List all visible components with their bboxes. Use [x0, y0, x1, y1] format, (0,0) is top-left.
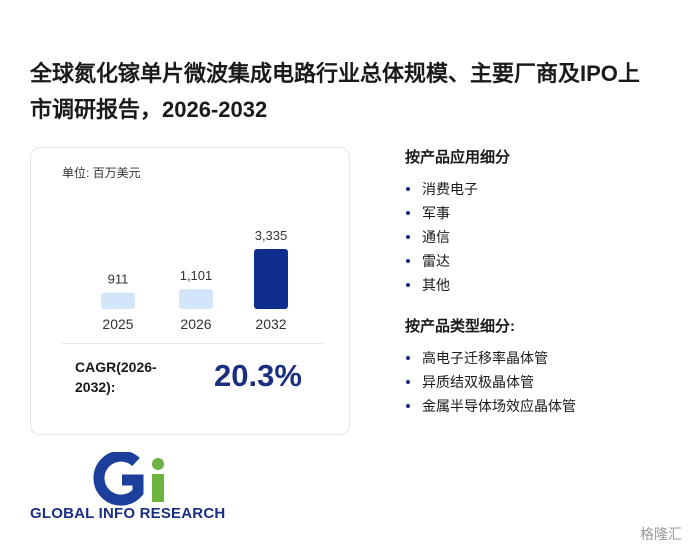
bar-chart: 911 2025 1,101 2026 3,335 2032 [101, 228, 288, 332]
segment-item: 金属半导体场效应晶体管 [405, 394, 695, 418]
x-tick-label: 2032 [255, 316, 286, 332]
segments: 按产品应用细分消费电子 军事 通信 雷达 其他按产品类型细分: 高电子迁移率晶体管 异质结双… [405, 146, 695, 436]
value-label: 911 [108, 272, 129, 287]
report-title: 全球氮化镓单片微波集成电路行业总体规模、主要厂商及IPO上市调研报告，2026-… [30, 61, 640, 122]
value-label: 1,101 [180, 268, 213, 283]
value-label: 3,335 [255, 228, 288, 243]
bar [101, 292, 135, 309]
segment-item: 其他 [405, 273, 695, 297]
bar [179, 289, 213, 309]
segment: 按产品应用细分消费电子 军事 通信 雷达 其他 [405, 146, 695, 297]
segment-heading: 按产品应用细分 [405, 149, 511, 166]
cagr-label: CAGR(2026-2032): [75, 359, 157, 395]
segment-list: 高电子迁移率晶体管 异质结双极晶体管 金属半导体场效应晶体管 [405, 346, 695, 418]
bar [254, 249, 288, 309]
segment-item: 军事 [405, 201, 695, 225]
summary-card [30, 147, 350, 435]
unit-label: 单位: 百万美元 [62, 166, 141, 180]
x-tick-label: 2026 [180, 316, 211, 332]
watermark: 格隆汇 [640, 526, 682, 542]
segment-item: 雷达 [405, 249, 695, 273]
segment-item: 高电子迁移率晶体管 [405, 346, 695, 370]
segment: 按产品类型细分: 高电子迁移率晶体管 异质结双极晶体管 金属半导体场效应晶体管 [405, 315, 695, 418]
logo-text: GLOBAL INFO RESEARCH [30, 505, 226, 522]
segment-item: 异质结双极晶体管 [405, 370, 695, 394]
cagr-value: 20.3% [214, 358, 302, 393]
segment-item: 通信 [405, 225, 695, 249]
segment-list: 消费电子 军事 通信 雷达 其他 [405, 177, 695, 297]
logo-mark [93, 452, 164, 506]
x-tick-label: 2025 [102, 316, 133, 332]
segment-heading: 按产品类型细分: [405, 318, 515, 335]
divider [62, 343, 324, 344]
segment-item: 消费电子 [405, 177, 695, 201]
